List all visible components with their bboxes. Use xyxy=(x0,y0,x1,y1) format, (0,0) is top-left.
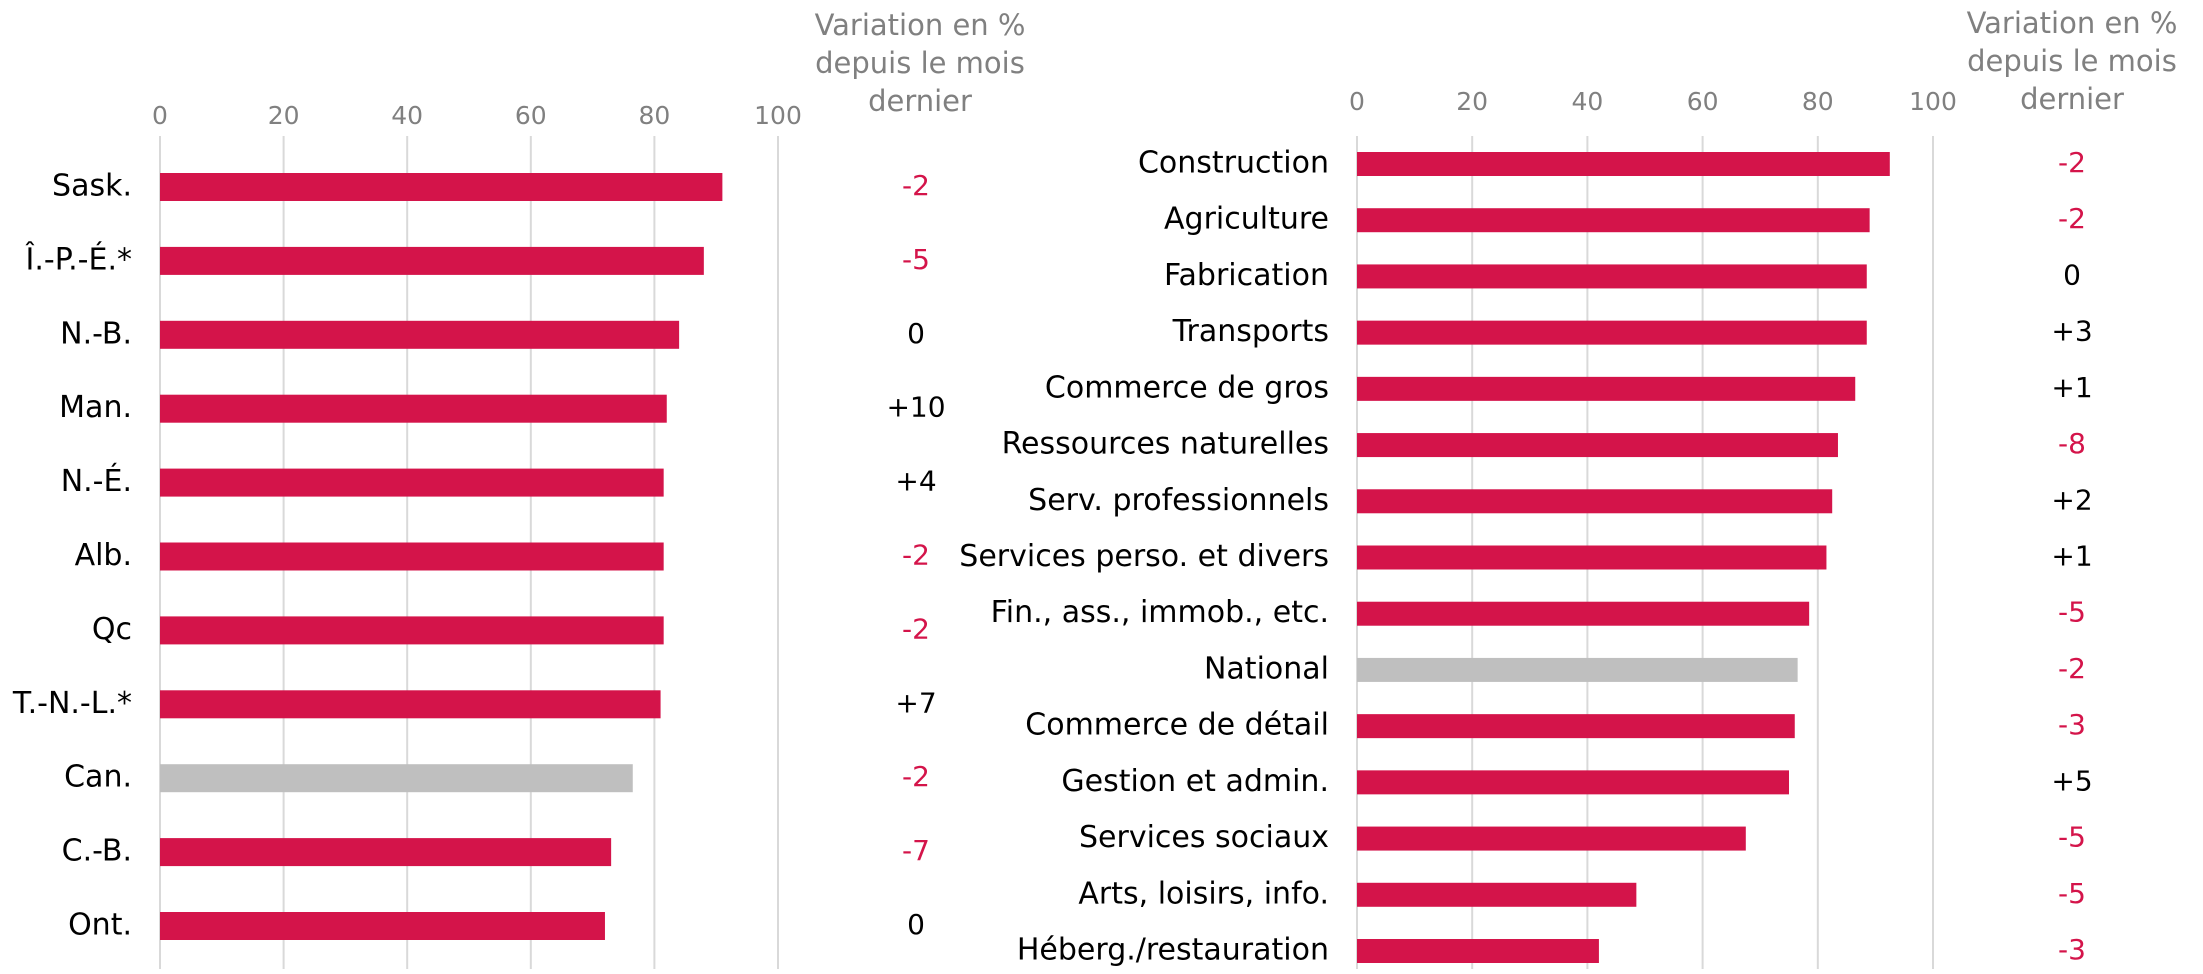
x-tick-label: 100 xyxy=(1909,87,1957,116)
bar xyxy=(1357,882,1637,907)
bar xyxy=(160,173,723,201)
category-label: C.-B. xyxy=(62,834,132,869)
category-label: Héberg./restauration xyxy=(1017,933,1329,968)
bar xyxy=(160,542,664,571)
category-label: Man. xyxy=(59,390,132,425)
category-label: Can. xyxy=(64,760,132,795)
category-label: Commerce de gros xyxy=(1045,370,1329,405)
variation-label: 0 xyxy=(907,908,925,941)
bar xyxy=(160,616,664,645)
category-label: Services perso. et divers xyxy=(959,539,1329,574)
x-tick-label: 80 xyxy=(638,101,670,130)
bar xyxy=(160,912,605,940)
x-tick-label: 20 xyxy=(1456,87,1488,116)
variation-label: -2 xyxy=(2058,652,2086,685)
bar xyxy=(160,394,667,423)
variation-label: -2 xyxy=(902,760,930,793)
category-label: Construction xyxy=(1138,146,1329,181)
bar xyxy=(1357,939,1599,963)
category-label: Qc xyxy=(92,612,132,647)
variation-label: -8 xyxy=(2058,427,2086,460)
variation-label: -2 xyxy=(2058,146,2086,179)
x-tick-label: 60 xyxy=(1687,87,1719,116)
category-label: Ont. xyxy=(68,908,132,943)
category-label: N.-É. xyxy=(61,463,132,499)
variation-label: +4 xyxy=(895,465,936,498)
variation-label: -5 xyxy=(2058,596,2086,629)
x-tick-label: 80 xyxy=(1802,87,1834,116)
category-label: Fin., ass., immob., etc. xyxy=(991,595,1329,630)
category-label: Commerce de détail xyxy=(1025,708,1329,743)
variation-label: +2 xyxy=(2051,483,2092,516)
bar xyxy=(1357,826,1746,851)
x-tick-label: 40 xyxy=(391,101,423,130)
bar xyxy=(1357,770,1789,795)
bar xyxy=(160,320,680,349)
category-label: Alb. xyxy=(75,538,132,573)
bar xyxy=(160,838,612,867)
category-label: Î.-P.-É.* xyxy=(25,241,132,277)
category-label: N.-B. xyxy=(60,316,132,351)
variation-label: -5 xyxy=(902,243,930,276)
variation-label: -2 xyxy=(902,169,930,202)
category-label: Services sociaux xyxy=(1079,820,1329,855)
bar xyxy=(1357,264,1867,289)
bar xyxy=(1357,433,1838,458)
bar xyxy=(1357,601,1810,626)
variation-title: Variation en % depuis le mois dernier xyxy=(814,8,1026,118)
bar xyxy=(1357,545,1827,570)
bar xyxy=(160,246,704,275)
bar xyxy=(1357,657,1798,682)
bar xyxy=(1357,376,1856,401)
x-tick-label: 100 xyxy=(754,101,802,130)
variation-label: -2 xyxy=(902,612,930,645)
variation-label: +10 xyxy=(886,391,945,424)
variation-label: -5 xyxy=(2058,821,2086,854)
bar xyxy=(1357,489,1833,514)
variation-label: +3 xyxy=(2051,315,2092,348)
variation-label: -3 xyxy=(2058,933,2086,966)
variation-label: +1 xyxy=(2051,540,2092,573)
variation-label: +1 xyxy=(2051,371,2092,404)
variation-label: -2 xyxy=(2058,202,2086,235)
bar xyxy=(1357,320,1867,345)
bar xyxy=(160,764,633,793)
bar xyxy=(1357,152,1890,176)
bar xyxy=(1357,208,1870,233)
category-label: Agriculture xyxy=(1164,202,1329,237)
category-label: National xyxy=(1204,651,1329,686)
category-label: Gestion et admin. xyxy=(1061,764,1329,799)
variation-label: +5 xyxy=(2051,764,2092,797)
variation-label: 0 xyxy=(2063,258,2081,291)
category-label: T.-N.-L.* xyxy=(12,686,132,721)
x-tick-label: 60 xyxy=(515,101,547,130)
x-tick-label: 40 xyxy=(1571,87,1603,116)
bar xyxy=(1357,714,1795,739)
variation-label: -7 xyxy=(902,834,930,867)
variation-label: +7 xyxy=(895,686,936,719)
variation-label: 0 xyxy=(907,317,925,350)
bar xyxy=(160,468,664,497)
category-label: Sask. xyxy=(52,169,132,204)
category-label: Transports xyxy=(1172,314,1329,349)
bar xyxy=(160,690,661,719)
x-tick-label: 0 xyxy=(152,101,168,130)
x-tick-label: 0 xyxy=(1349,87,1365,116)
category-label: Ressources naturelles xyxy=(1002,427,1329,462)
variation-title: Variation en % depuis le mois dernier xyxy=(1966,6,2178,116)
x-tick-label: 20 xyxy=(268,101,300,130)
variation-label: -5 xyxy=(2058,877,2086,910)
variation-label: -2 xyxy=(902,539,930,572)
category-label: Arts, loisirs, info. xyxy=(1078,876,1329,911)
category-label: Fabrication xyxy=(1164,258,1329,293)
variation-label: -3 xyxy=(2058,708,2086,741)
category-label: Serv. professionnels xyxy=(1028,483,1329,518)
